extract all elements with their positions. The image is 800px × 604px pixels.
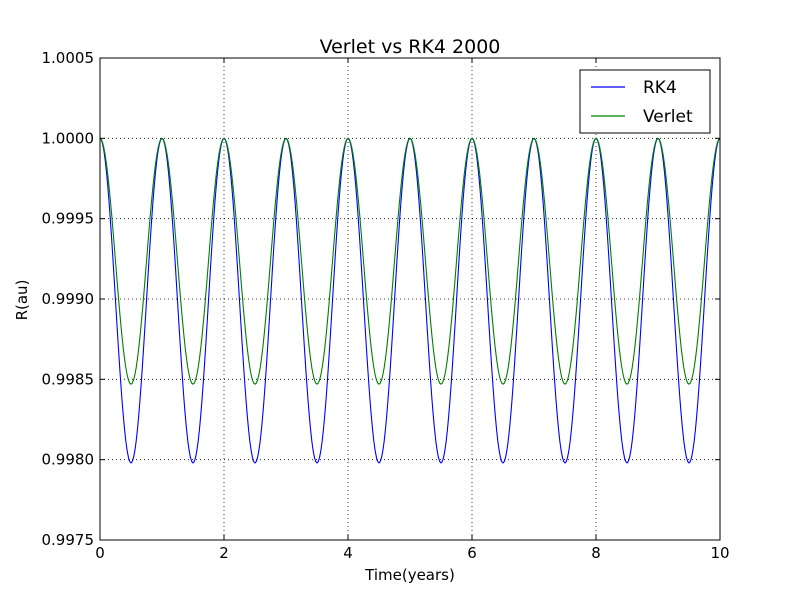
y-tick-label: 1.0005 xyxy=(42,49,95,67)
y-axis-label: R(au) xyxy=(13,280,31,321)
x-tick-label: 0 xyxy=(95,544,105,562)
x-tick-label: 8 xyxy=(591,544,601,562)
y-tick-label: 0.9985 xyxy=(42,370,95,388)
y-tick-label: 0.9980 xyxy=(42,451,95,469)
legend-box xyxy=(579,69,711,134)
y-tick-label: 0.9975 xyxy=(42,531,95,549)
series-layer xyxy=(99,137,721,464)
x-tick-label: 4 xyxy=(343,544,353,562)
x-tick-label: 2 xyxy=(219,544,229,562)
tick-layer: 0 2 4 6 8 10 0.9975 0.9980 0.9985 0.9990 0.9995 1.0… xyxy=(42,49,730,562)
y-tick-label: 0.9990 xyxy=(42,290,95,308)
legend-label-rk4: RK4 xyxy=(643,78,677,98)
chart-title: Verlet vs RK4 2000 xyxy=(320,36,501,58)
series-line-rk4 xyxy=(99,137,721,464)
y-tick-label: 0.9995 xyxy=(42,210,95,228)
legend: RK4 Verlet xyxy=(579,69,711,134)
legend-label-verlet: Verlet xyxy=(643,107,693,127)
y-tick-label: 1.0000 xyxy=(42,129,95,147)
x-axis-label: Time(years) xyxy=(364,566,455,584)
series-line-verlet xyxy=(99,137,721,385)
x-tick-label: 6 xyxy=(467,544,477,562)
x-tick-label: 10 xyxy=(710,544,729,562)
